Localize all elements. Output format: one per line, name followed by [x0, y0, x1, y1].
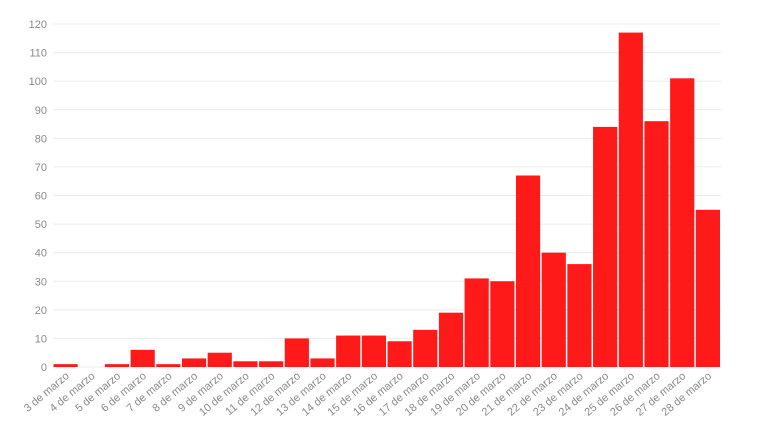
y-axis: 0 10 20 30 40 50 60 70 80 90 100 110 120	[29, 19, 47, 374]
bar[interactable]	[310, 358, 335, 367]
bar[interactable]	[233, 361, 258, 367]
y-tick-label: 90	[35, 105, 47, 117]
bar[interactable]	[567, 264, 592, 367]
bar[interactable]	[618, 32, 643, 367]
bar[interactable]	[490, 281, 515, 367]
bar[interactable]	[541, 252, 566, 367]
y-tick-label: 10	[35, 333, 47, 345]
y-tick-label: 120	[29, 19, 47, 31]
bar[interactable]	[130, 349, 155, 367]
bar[interactable]	[336, 335, 361, 367]
y-tick-label: 110	[29, 48, 47, 60]
bar[interactable]	[53, 364, 78, 367]
bar[interactable]	[361, 335, 386, 367]
bar[interactable]	[156, 364, 181, 367]
y-tick-label: 60	[35, 191, 47, 203]
bar[interactable]	[413, 329, 438, 367]
y-tick-label: 30	[35, 276, 47, 288]
bar[interactable]	[181, 358, 207, 367]
grid-lines	[53, 23, 721, 368]
bar[interactable]	[464, 278, 489, 367]
y-tick-label: 80	[35, 133, 47, 145]
y-tick-label: 70	[35, 162, 47, 174]
bar[interactable]	[207, 352, 232, 367]
y-tick-label: 50	[35, 219, 47, 231]
bar[interactable]	[670, 78, 695, 367]
y-tick-label: 20	[35, 305, 47, 317]
bars	[53, 32, 720, 368]
y-tick-label: 0	[41, 362, 47, 374]
bar[interactable]	[644, 121, 669, 367]
bar[interactable]	[438, 312, 464, 367]
bar[interactable]	[259, 361, 284, 367]
bar[interactable]	[515, 175, 541, 367]
bar[interactable]	[387, 341, 412, 367]
y-tick-label: 40	[35, 248, 47, 260]
bar[interactable]	[104, 364, 130, 367]
bar[interactable]	[284, 338, 309, 367]
y-tick-label: 100	[29, 76, 47, 88]
bar[interactable]	[593, 126, 618, 368]
bar[interactable]	[695, 209, 720, 367]
